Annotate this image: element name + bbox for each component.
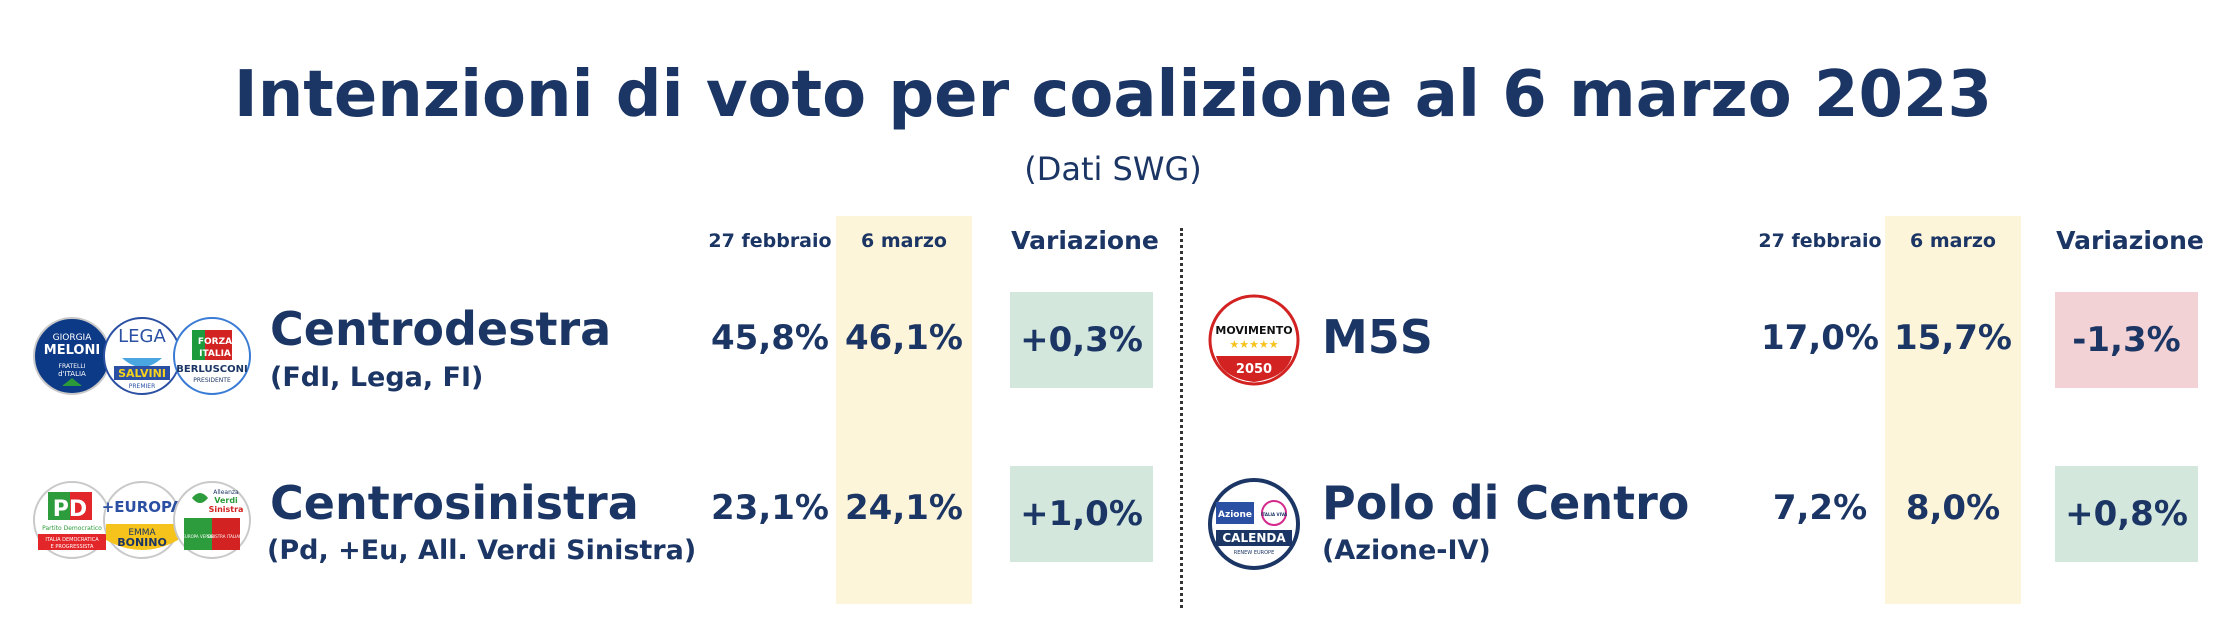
value-curr-polo-di-centro: 8,0%: [1905, 488, 2001, 528]
party-name-centrodestra: Centrodestra: [270, 302, 612, 356]
change-badge-m5s: -1,3%: [2055, 292, 2198, 388]
value-prev-m5s: 17,0%: [1761, 318, 1879, 358]
value-curr-m5s: 15,7%: [1894, 318, 2012, 358]
change-badge-polo-di-centro: +0,8%: [2055, 466, 2198, 562]
change-badge-centrosinistra: +1,0%: [1010, 466, 1153, 562]
logo-group-centrosinistra: PD Partito Democratico ITALIA DEMOCRATIC…: [32, 480, 252, 560]
azione-iv-logo-icon: Azione ITALIA VIVA CALENDA RENEW EUROPE: [1208, 478, 1300, 570]
party-detail-centrosinistra: (Pd, +Eu, All. Verdi Sinistra): [267, 535, 697, 566]
fdi-logo-text-1: GIORGIA: [53, 333, 93, 343]
europa-logo-text-2: EMMA: [128, 528, 156, 538]
pd-logo-text-4: E PROGRESSISTA: [51, 544, 94, 550]
svg-text:★★★★★: ★★★★★: [1229, 338, 1278, 351]
lega-logo-text-3: PREMIER: [129, 383, 155, 390]
value-curr-centrosinistra: 24,1%: [845, 488, 963, 528]
europa-logo-icon: +EUROPA EMMA BONINO: [102, 481, 183, 559]
azione-logo-text-1: Azione: [1218, 510, 1252, 520]
avs-logo-text-3: Sinistra: [209, 505, 244, 514]
lega-logo-text-2: SALVINI: [118, 367, 166, 380]
lega-logo-icon: LEGA SALVINI PREMIER: [103, 317, 181, 395]
avs-logo-icon: Alleanza Verdi Sinistra EUROPA VERDE SIN…: [173, 481, 251, 559]
pd-logo-icon: PD Partito Democratico ITALIA DEMOCRATIC…: [33, 481, 111, 559]
avs-logo-text-1: Alleanza: [213, 489, 239, 496]
chart-title: Intenzioni di voto per coalizione al 6 m…: [233, 58, 1993, 132]
avs-logo-text-4: EUROPA VERDE: [182, 534, 214, 539]
fdi-logo-text-2: MELONI: [44, 343, 100, 358]
azione-logo-text-3: CALENDA: [1222, 531, 1286, 545]
pd-logo-text-2: Partito Democratico: [42, 525, 102, 532]
fdi-logo-icon: GIORGIA MELONI FRATELLI d'ITALIA: [33, 317, 111, 395]
header-date-prev-right: 27 febbraio: [1758, 230, 1882, 252]
column-divider: [1180, 228, 1183, 608]
party-detail-centrodestra: (FdI, Lega, FI): [270, 362, 484, 393]
pd-logo-text-3: ITALIA DEMOCRATICA: [45, 537, 99, 543]
europa-logo-text-3: BONINO: [117, 536, 167, 549]
header-change-left: Variazione: [1011, 226, 1159, 255]
m5s-logo-text-2: 2050: [1236, 362, 1272, 377]
fi-logo-text-1: FORZA: [198, 337, 232, 347]
header-date-curr-left: 6 marzo: [861, 230, 947, 252]
party-name-centrosinistra: Centrosinistra: [270, 476, 639, 530]
azione-logo-text-2: ITALIA VIVA: [1261, 512, 1288, 517]
value-prev-centrodestra: 45,8%: [711, 318, 829, 358]
europa-logo-text-1: +EUROPA: [102, 498, 183, 516]
lega-logo-text-1: LEGA: [118, 326, 166, 347]
fdi-logo-text-4: d'ITALIA: [58, 370, 86, 378]
party-detail-polo-di-centro: (Azione-IV): [1322, 535, 1491, 566]
m5s-logo-text-1: MOVIMENTO: [1215, 324, 1292, 337]
fdi-logo-text-3: FRATELLI: [59, 363, 86, 370]
fi-logo-text-2: ITALIA: [199, 349, 231, 359]
chart-subtitle: (Dati SWG): [1024, 150, 1202, 188]
highlight-column-right: [1885, 216, 2021, 604]
change-badge-centrodestra: +0,3%: [1010, 292, 1153, 388]
logo-group-centrodestra: GIORGIA MELONI FRATELLI d'ITALIA LEGA SA…: [32, 316, 252, 396]
highlight-column-left: [836, 216, 972, 604]
value-prev-polo-di-centro: 7,2%: [1772, 488, 1868, 528]
pd-logo-text-1: PD: [53, 497, 87, 522]
m5s-logo-icon: MOVIMENTO ★★★★★ 2050: [1208, 294, 1300, 386]
party-name-m5s: M5S: [1322, 310, 1433, 364]
avs-logo-text-2: Verdi: [214, 496, 238, 505]
party-name-polo-di-centro: Polo di Centro: [1322, 476, 1690, 530]
header-change-right: Variazione: [2056, 226, 2204, 255]
fi-logo-text-3: BERLUSCONI: [176, 364, 247, 375]
avs-logo-text-5: SINISTRA ITALIANA: [207, 534, 245, 539]
header-date-curr-right: 6 marzo: [1910, 230, 1996, 252]
fi-logo-icon: FORZA ITALIA BERLUSCONI PRESIDENTE: [173, 317, 251, 395]
azione-logo-text-4: RENEW EUROPE: [1234, 550, 1274, 556]
value-curr-centrodestra: 46,1%: [845, 318, 963, 358]
header-date-prev-left: 27 febbraio: [708, 230, 832, 252]
fi-logo-text-4: PRESIDENTE: [193, 377, 231, 384]
value-prev-centrosinistra: 23,1%: [711, 488, 829, 528]
